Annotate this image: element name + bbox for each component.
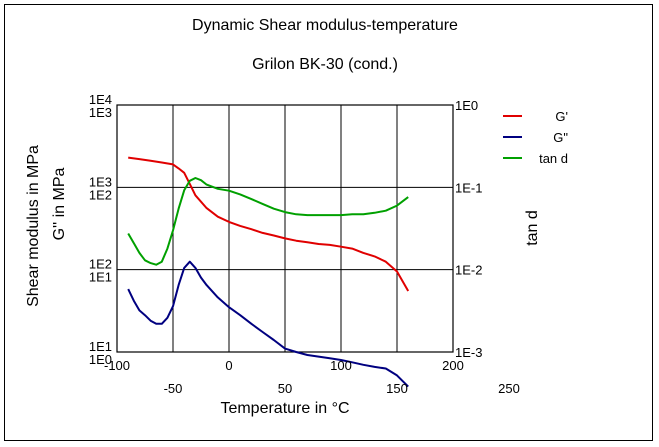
y-axis-label-tan-d: tan d bbox=[524, 210, 541, 246]
y-axis-label-shear-modulus: Shear modulus in MPa bbox=[25, 145, 42, 307]
series-line bbox=[127, 260, 409, 388]
y-axis-label-g-double-prime: G'' in MPa bbox=[51, 168, 68, 241]
y-tick-label-right: 1E-2 bbox=[455, 263, 482, 278]
chart-subtitle: Grilon BK-30 (cond.) bbox=[252, 56, 398, 73]
x-tick-label: 250 bbox=[498, 381, 520, 396]
x-tick-label: 200 bbox=[442, 358, 464, 373]
chart-title: Dynamic Shear modulus-temperature bbox=[192, 17, 458, 34]
y-tick-label-left: 1E3 bbox=[89, 174, 112, 189]
y-tick-label-right: 1E-3 bbox=[455, 345, 482, 360]
y-tick-label-left: 1E2 bbox=[89, 257, 112, 272]
x-tick-label: 50 bbox=[278, 381, 292, 396]
x-axis-label: Temperature in °C bbox=[220, 400, 349, 417]
chart-frame bbox=[4, 4, 653, 441]
x-tick-label: 100 bbox=[330, 358, 352, 373]
y-tick-label-left: 1E4 bbox=[89, 92, 112, 107]
legend-label: G" bbox=[553, 130, 568, 145]
legend: G' G" tan d bbox=[503, 109, 568, 166]
x-tick-label: -100 bbox=[104, 358, 130, 373]
y-tick-label-right: 1E-1 bbox=[455, 180, 482, 195]
legend-label: G' bbox=[555, 109, 568, 124]
y-tick-label-left: 1E1 bbox=[89, 270, 112, 285]
series-line bbox=[128, 156, 410, 292]
series-line bbox=[127, 177, 409, 266]
y-tick-label-left: 1E0 bbox=[89, 352, 112, 367]
x-tick-label: 0 bbox=[225, 358, 232, 373]
legend-label: tan d bbox=[539, 151, 568, 166]
plot-area: 1E41E31E31E21E21E11E11E01E01E-11E-21E-3-… bbox=[89, 92, 520, 396]
y-tick-label-left: 1E1 bbox=[89, 339, 112, 354]
y-tick-label-right: 1E0 bbox=[455, 98, 478, 113]
y-tick-label-left: 1E3 bbox=[89, 105, 112, 120]
x-tick-label: 150 bbox=[386, 381, 408, 396]
x-tick-label: -50 bbox=[164, 381, 183, 396]
y-tick-label-left: 1E2 bbox=[89, 187, 112, 202]
